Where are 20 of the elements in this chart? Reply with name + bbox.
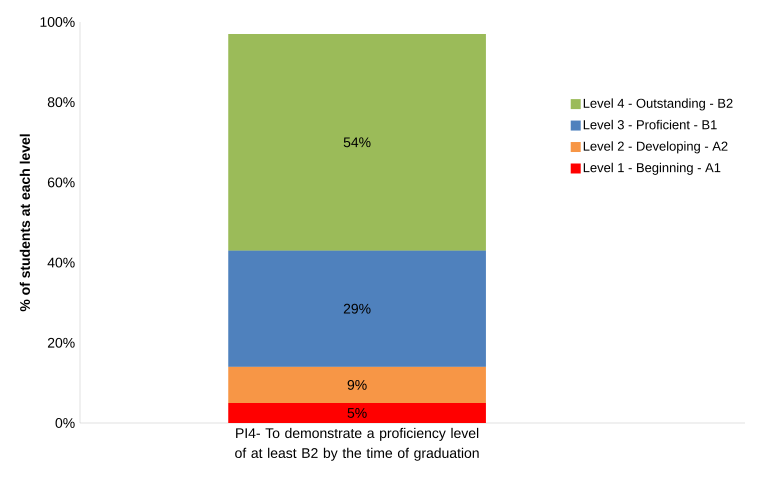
legend-label: Level 2 - Developing - A2	[584, 141, 728, 154]
y-tick-label: 100%	[40, 17, 75, 27]
data-label: 29%	[344, 304, 371, 314]
y-tick-label: 40%	[48, 258, 75, 268]
bar	[228, 402, 486, 423]
data-label: 9%	[348, 380, 367, 390]
data-label: 54%	[344, 137, 371, 148]
y-tick-label: 80%	[48, 97, 75, 108]
y-tick-label: 20%	[48, 338, 75, 348]
y-axis-title: % of students at each level	[20, 134, 30, 312]
y-tick-label: 60%	[48, 177, 75, 188]
data-label: 5%	[348, 408, 367, 418]
bar	[228, 34, 486, 251]
x-tick-label: PI4- To demonstrate a proficiency level of at least B2 by the time of graduation	[235, 428, 479, 461]
legend-label: Level 1 - Beginning - A1	[584, 162, 720, 175]
legend-label: Level 4 - Outstanding - B2	[584, 98, 732, 110]
legend-label: Level 3 - Proficient - B1	[584, 120, 717, 130]
y-tick-label: 0%	[56, 418, 75, 428]
bar	[228, 250, 486, 367]
bar	[228, 366, 486, 403]
